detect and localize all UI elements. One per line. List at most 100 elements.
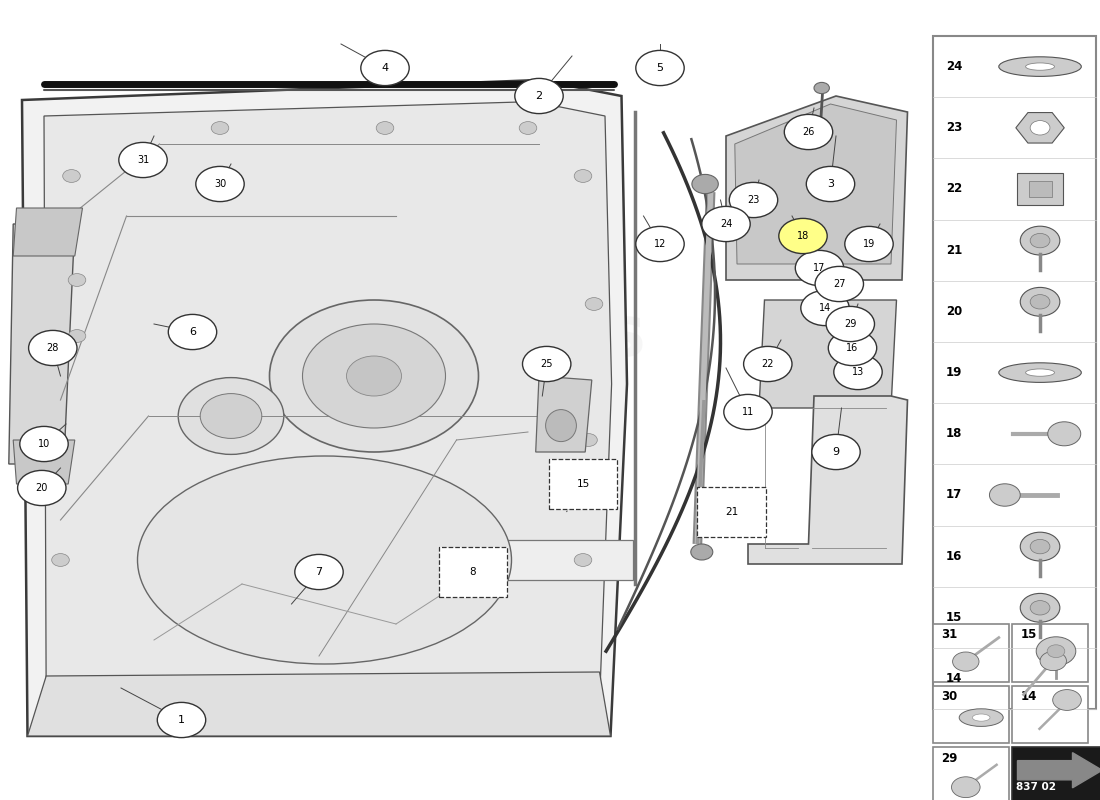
Circle shape xyxy=(990,484,1020,506)
Circle shape xyxy=(178,378,284,454)
Polygon shape xyxy=(1015,113,1065,143)
Circle shape xyxy=(784,114,833,150)
Polygon shape xyxy=(1018,753,1100,788)
Circle shape xyxy=(834,354,882,390)
Circle shape xyxy=(1030,601,1049,615)
Ellipse shape xyxy=(1025,63,1055,70)
Circle shape xyxy=(806,166,855,202)
Circle shape xyxy=(1021,287,1059,316)
Circle shape xyxy=(826,306,875,342)
Text: 8: 8 xyxy=(470,567,476,577)
Text: eurospares: eurospares xyxy=(189,302,647,370)
Circle shape xyxy=(585,298,603,310)
Ellipse shape xyxy=(138,456,512,664)
Circle shape xyxy=(270,300,478,452)
Text: 13: 13 xyxy=(851,367,865,377)
Polygon shape xyxy=(13,440,75,484)
Text: 12: 12 xyxy=(653,239,667,249)
Text: 5: 5 xyxy=(657,63,663,73)
Circle shape xyxy=(812,434,860,470)
Ellipse shape xyxy=(1025,369,1055,376)
Circle shape xyxy=(302,324,446,428)
Text: 6: 6 xyxy=(189,327,196,337)
Ellipse shape xyxy=(972,714,990,722)
Polygon shape xyxy=(759,300,896,408)
Circle shape xyxy=(724,394,772,430)
Circle shape xyxy=(519,122,537,134)
Text: a passion for parts: a passion for parts xyxy=(276,420,560,508)
Circle shape xyxy=(68,330,86,342)
Circle shape xyxy=(168,314,217,350)
Text: 18: 18 xyxy=(946,427,962,440)
Text: 21: 21 xyxy=(946,244,962,257)
FancyBboxPatch shape xyxy=(549,459,617,509)
Ellipse shape xyxy=(959,709,1003,726)
Text: 29: 29 xyxy=(844,319,857,329)
Circle shape xyxy=(1030,121,1049,135)
Polygon shape xyxy=(44,102,612,704)
Text: 16: 16 xyxy=(846,343,859,353)
Circle shape xyxy=(522,346,571,382)
Circle shape xyxy=(744,346,792,382)
Circle shape xyxy=(580,434,597,446)
Text: 21: 21 xyxy=(725,507,738,517)
Text: 27: 27 xyxy=(833,279,846,289)
Polygon shape xyxy=(28,672,610,736)
Text: 15: 15 xyxy=(576,479,590,489)
Circle shape xyxy=(68,274,86,286)
Text: 20: 20 xyxy=(35,483,48,493)
Text: 15: 15 xyxy=(1021,629,1037,642)
Text: 10: 10 xyxy=(37,439,51,449)
Circle shape xyxy=(18,470,66,506)
Polygon shape xyxy=(9,224,75,464)
FancyBboxPatch shape xyxy=(933,624,1009,682)
Polygon shape xyxy=(726,96,907,280)
Circle shape xyxy=(376,122,394,134)
Circle shape xyxy=(1030,539,1049,554)
Text: 7: 7 xyxy=(316,567,322,577)
Circle shape xyxy=(361,50,409,86)
Circle shape xyxy=(801,290,849,326)
Polygon shape xyxy=(735,104,896,264)
Ellipse shape xyxy=(999,57,1081,76)
Polygon shape xyxy=(536,376,592,452)
FancyBboxPatch shape xyxy=(1016,173,1063,205)
Circle shape xyxy=(63,170,80,182)
Circle shape xyxy=(574,554,592,566)
Text: 28: 28 xyxy=(46,343,59,353)
Text: 18: 18 xyxy=(796,231,810,241)
Circle shape xyxy=(729,182,778,218)
Circle shape xyxy=(29,330,77,366)
Text: 30: 30 xyxy=(942,690,958,703)
Circle shape xyxy=(1021,226,1059,255)
Circle shape xyxy=(692,174,718,194)
FancyBboxPatch shape xyxy=(1012,747,1100,800)
Text: 30: 30 xyxy=(213,179,227,189)
FancyBboxPatch shape xyxy=(1012,686,1088,743)
Text: 24: 24 xyxy=(946,60,962,73)
Text: 22: 22 xyxy=(946,182,962,195)
Circle shape xyxy=(346,356,402,396)
FancyBboxPatch shape xyxy=(1012,624,1088,682)
Text: 22: 22 xyxy=(761,359,774,369)
Text: 9: 9 xyxy=(833,447,839,457)
Text: 31: 31 xyxy=(136,155,150,165)
Circle shape xyxy=(1030,234,1049,248)
Circle shape xyxy=(1030,294,1049,309)
Circle shape xyxy=(795,250,844,286)
Circle shape xyxy=(119,142,167,178)
Circle shape xyxy=(953,652,979,671)
Text: 1: 1 xyxy=(178,715,185,725)
Text: 14: 14 xyxy=(818,303,832,313)
Text: 14: 14 xyxy=(1021,690,1037,703)
Circle shape xyxy=(200,394,262,438)
Circle shape xyxy=(1053,690,1081,710)
Text: 17: 17 xyxy=(813,263,826,273)
Text: 2: 2 xyxy=(536,91,542,101)
Ellipse shape xyxy=(999,363,1081,382)
Text: 20: 20 xyxy=(946,305,962,318)
FancyBboxPatch shape xyxy=(933,36,1096,710)
Circle shape xyxy=(196,166,244,202)
Circle shape xyxy=(1021,532,1059,561)
Circle shape xyxy=(636,226,684,262)
